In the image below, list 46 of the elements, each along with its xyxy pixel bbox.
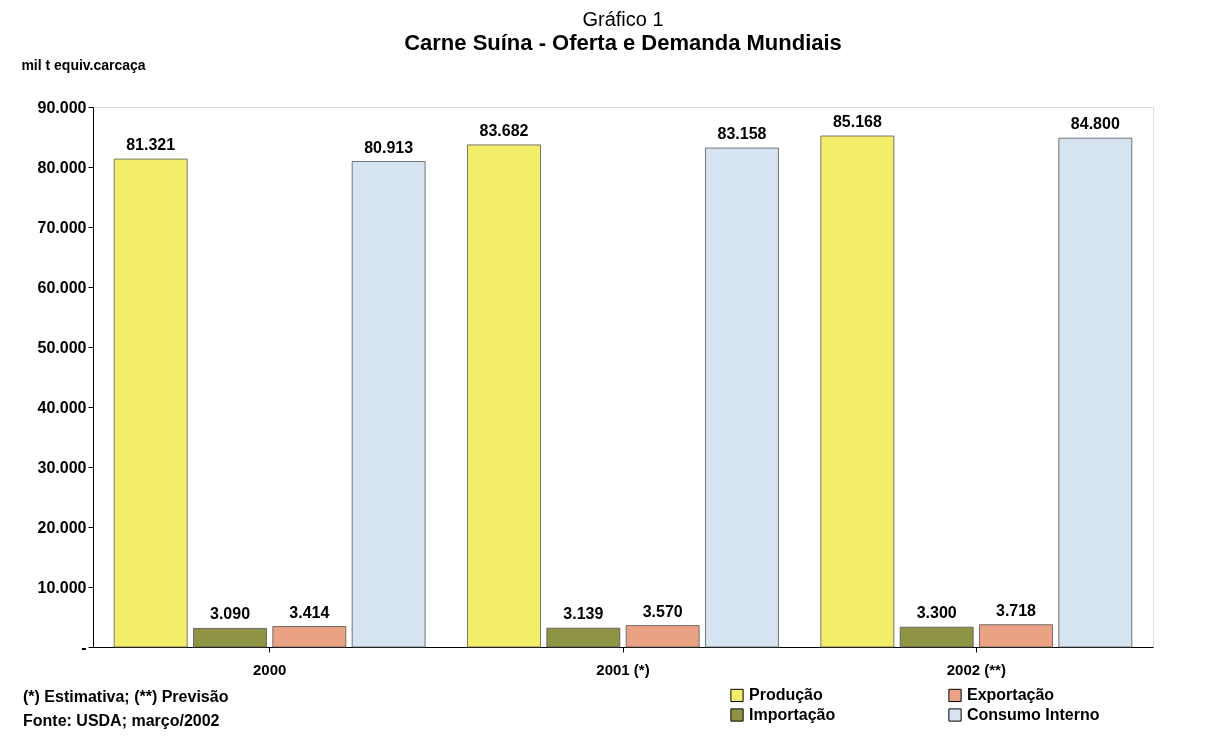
y-tick-label: 20.000 bbox=[37, 518, 87, 536]
bar bbox=[113, 158, 188, 648]
data-label: 85.168 bbox=[832, 112, 882, 130]
data-label: 3.139 bbox=[563, 605, 604, 623]
data-label: 3.300 bbox=[916, 604, 957, 622]
x-tick-label: 2002 (**) bbox=[946, 660, 1006, 678]
y-tick-label: 80.000 bbox=[37, 158, 87, 176]
source-note: Fonte: USDA; março/2002 bbox=[23, 712, 220, 729]
y-tick-label: 30.000 bbox=[37, 458, 87, 476]
legend-label: Exportação bbox=[967, 686, 1055, 704]
data-label: 80.913 bbox=[364, 138, 414, 156]
chart-title: Gráfico 1 bbox=[582, 8, 664, 30]
data-label: 3.718 bbox=[995, 601, 1037, 619]
data-label: 3.090 bbox=[209, 605, 251, 623]
bar bbox=[272, 626, 347, 648]
bar bbox=[979, 624, 1053, 648]
data-label: 83.682 bbox=[479, 121, 529, 139]
data-label: 83.158 bbox=[717, 125, 767, 143]
data-label: 3.414 bbox=[289, 603, 330, 621]
legend-label: Consumo Interno bbox=[967, 706, 1100, 723]
data-label: 3.570 bbox=[642, 602, 683, 620]
bar bbox=[899, 626, 974, 648]
data-label: 81.321 bbox=[126, 136, 176, 154]
y-tick-label: 50.000 bbox=[37, 338, 87, 356]
y-tick-label: 40.000 bbox=[37, 398, 87, 416]
data-label: 84.800 bbox=[1070, 115, 1120, 133]
y-tick-label: 70.000 bbox=[37, 218, 87, 236]
legend-label: Produção bbox=[749, 686, 824, 704]
bar bbox=[1058, 137, 1133, 648]
bar bbox=[625, 625, 700, 648]
bar bbox=[351, 161, 426, 648]
x-tick-label: 2001 (*) bbox=[596, 660, 650, 678]
bar bbox=[193, 628, 267, 648]
text: (*) Estimativa; (**) Previsão bbox=[23, 688, 229, 705]
bar bbox=[820, 135, 895, 648]
legend-label: Importação bbox=[749, 706, 836, 723]
bar bbox=[546, 627, 621, 648]
y-tick-label: 60.000 bbox=[37, 278, 87, 296]
bar bbox=[705, 147, 779, 648]
y-tick-label: 10.000 bbox=[37, 578, 87, 596]
y-tick-label: 90.000 bbox=[37, 98, 87, 116]
y-tick-label: - bbox=[81, 638, 87, 656]
chart-subtitle: Carne Suína - Oferta e Demanda Mundiais bbox=[404, 30, 842, 55]
bar bbox=[467, 144, 541, 648]
x-tick-label: 2000 bbox=[252, 660, 287, 678]
y-axis-title: mil t equiv.carcaça bbox=[21, 56, 146, 73]
